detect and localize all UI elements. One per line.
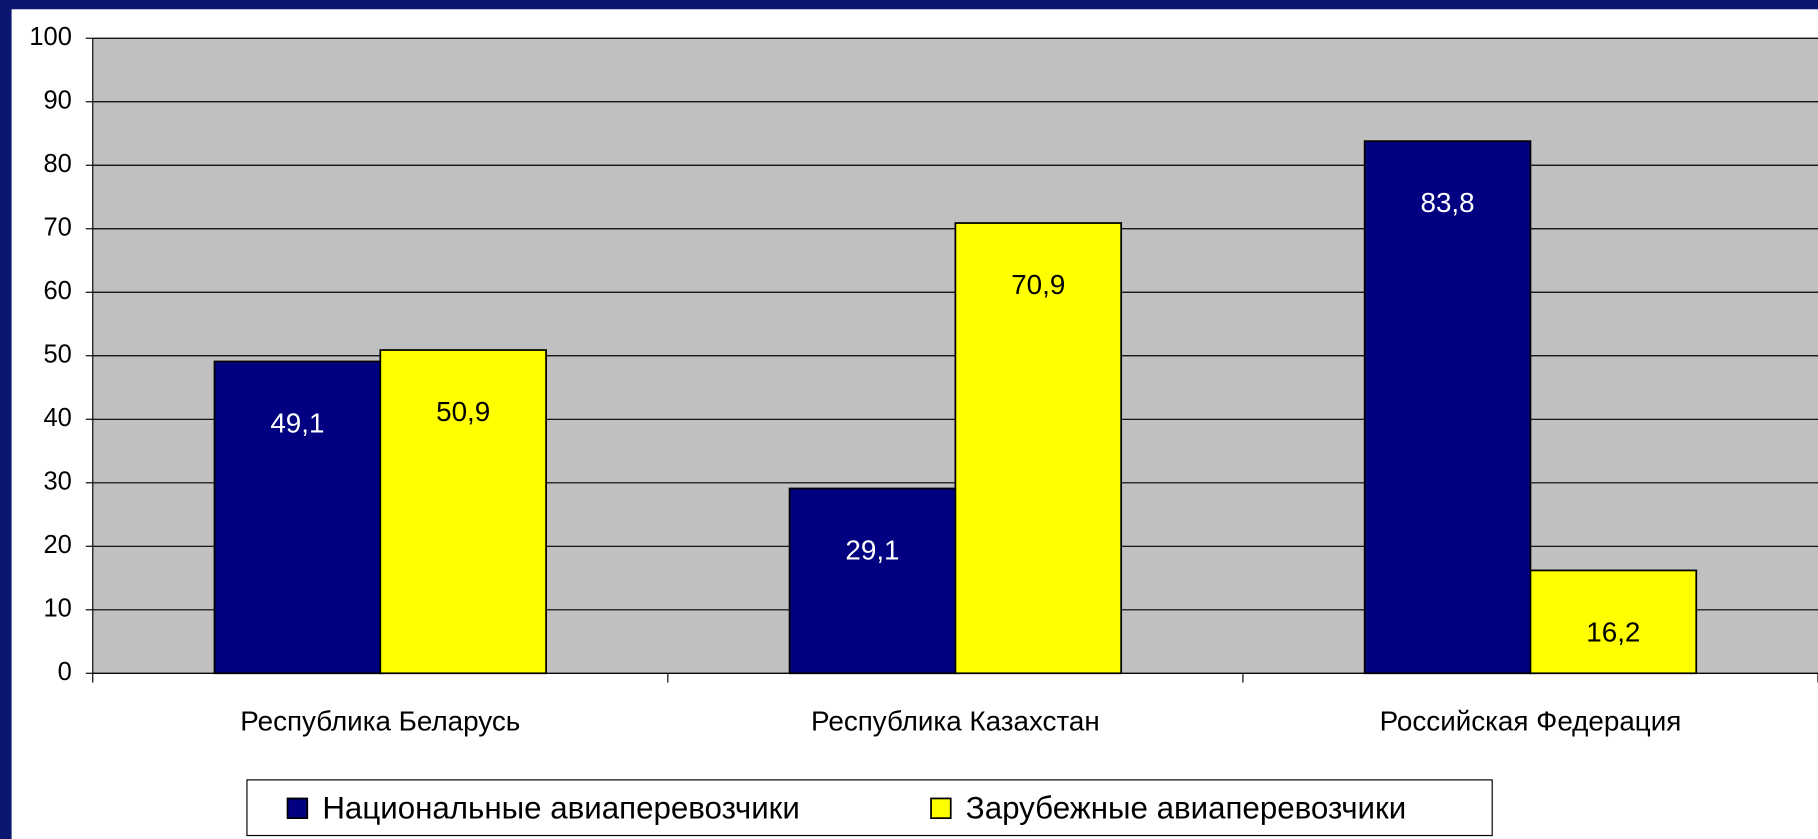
x-tick-label: Республика Беларусь — [240, 705, 520, 736]
y-tick-label: 20 — [44, 531, 72, 559]
data-label: 29,1 — [845, 535, 899, 566]
bar — [213, 360, 382, 675]
y-tick-label: 60 — [44, 277, 72, 305]
data-label: 49,1 — [270, 408, 324, 439]
y-tick-label: 70 — [44, 213, 72, 241]
y-tick-label: 100 — [29, 23, 72, 51]
legend-label: Национальные авиаперевозчики — [322, 790, 800, 825]
y-tick-label: 0 — [58, 658, 72, 686]
y-tick-label: 50 — [44, 341, 72, 369]
y-tick-label: 80 — [44, 150, 72, 178]
legend-marker — [286, 797, 309, 820]
bar — [954, 222, 1123, 675]
data-label: 16,2 — [1586, 616, 1640, 647]
bar — [379, 349, 547, 675]
y-tick-label: 30 — [44, 468, 72, 496]
legend-marker — [930, 797, 952, 820]
y-tick-label: 90 — [44, 86, 72, 114]
data-label: 83,8 — [1420, 187, 1474, 218]
y-tick-label: 40 — [44, 404, 72, 432]
legend-box — [246, 779, 1493, 837]
bar — [1363, 140, 1532, 675]
x-tick-label: Республика Казахстан — [811, 705, 1100, 736]
bar — [1529, 569, 1698, 675]
legend-label: Зарубежные авиаперевозчики — [966, 790, 1406, 825]
y-tick-label: 10 — [44, 595, 72, 623]
x-tick-label: Российская Федерация — [1380, 705, 1682, 736]
data-label: 70,9 — [1011, 269, 1065, 300]
bar — [788, 487, 957, 675]
data-label: 50,9 — [436, 396, 490, 427]
